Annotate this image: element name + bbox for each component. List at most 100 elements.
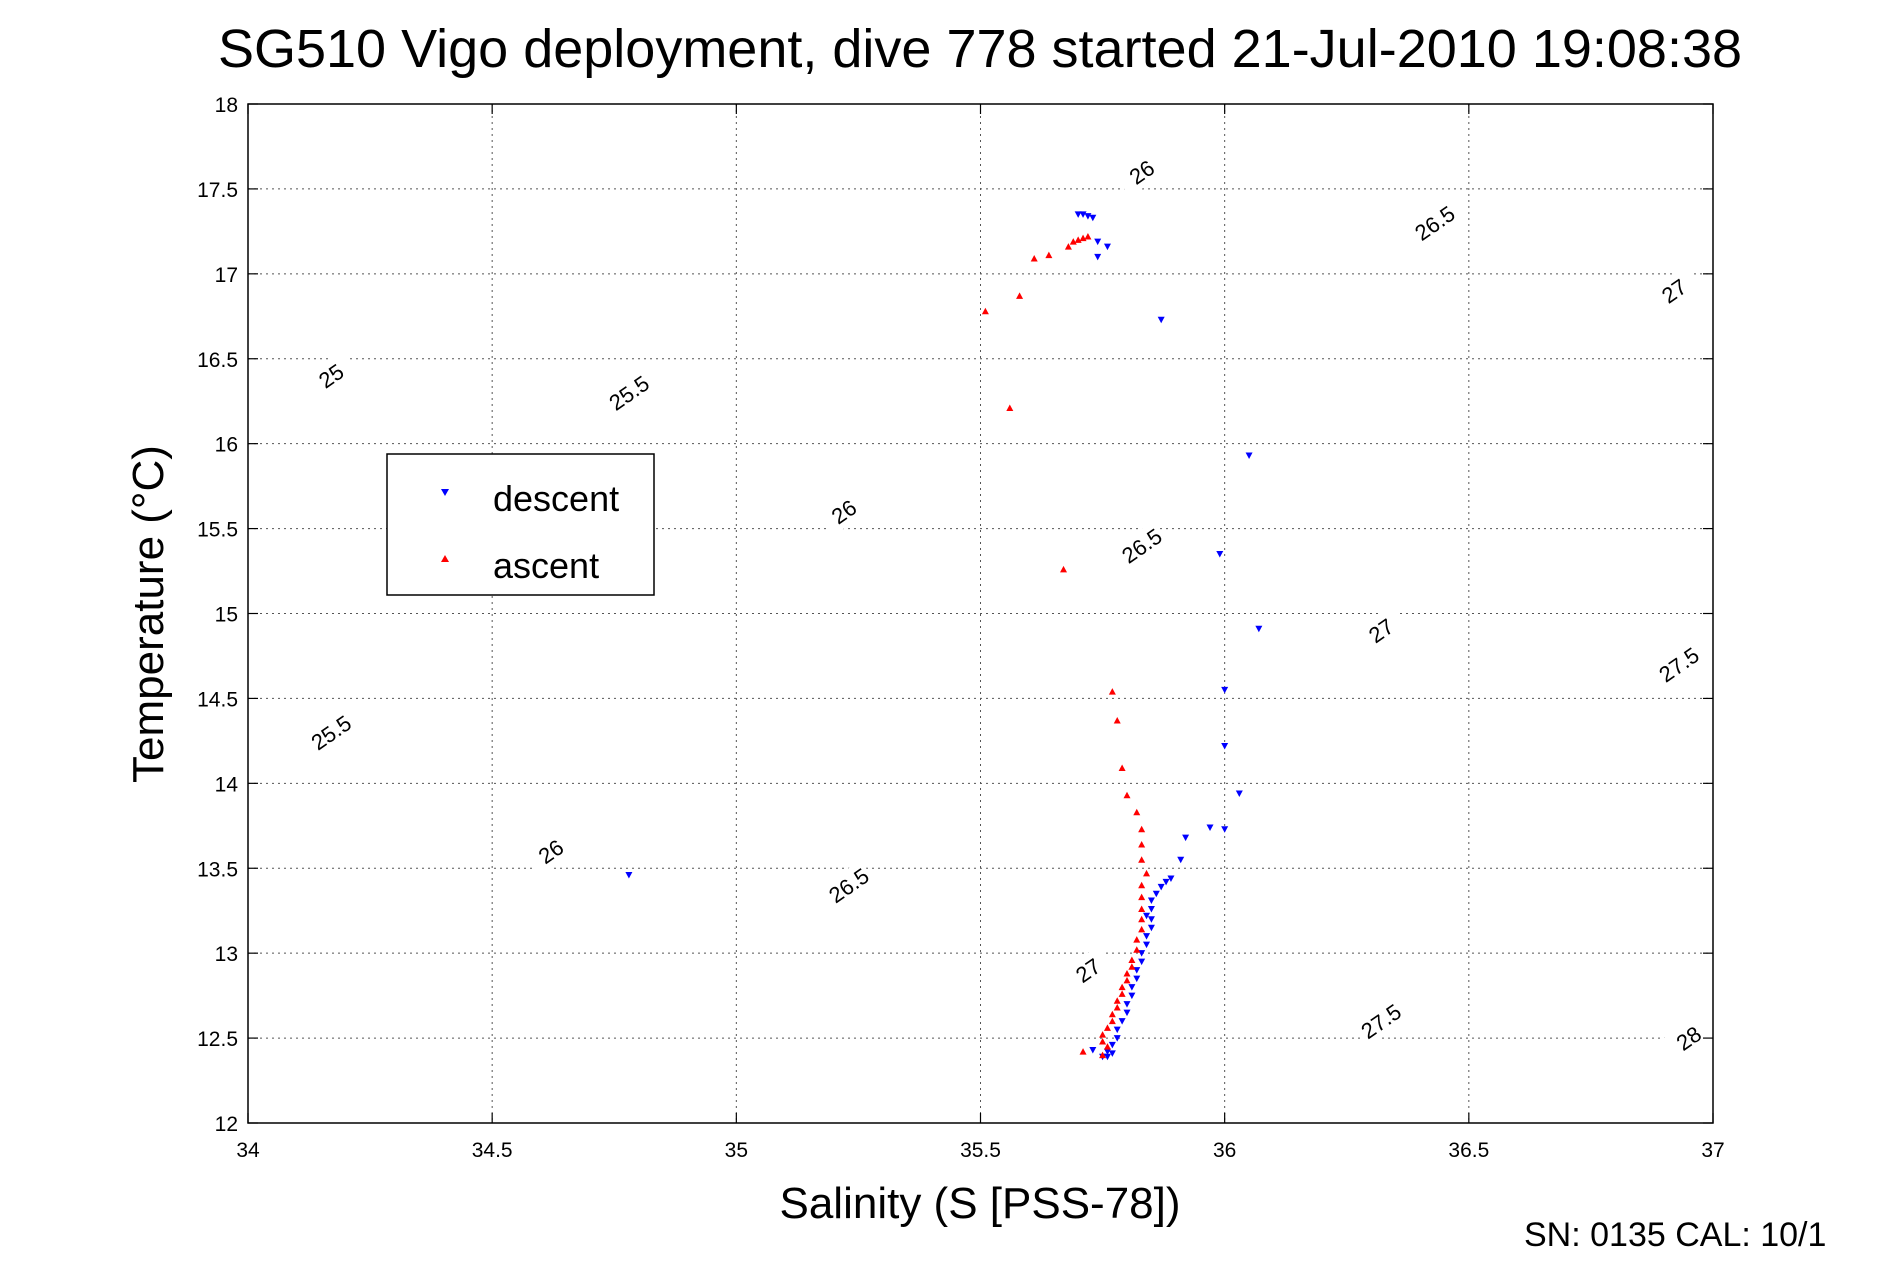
ascent-point [1060, 565, 1068, 573]
ascent-point [1138, 840, 1146, 848]
ascent-point [1138, 905, 1146, 913]
descent-point [1147, 916, 1155, 923]
ascent-point [1045, 251, 1053, 259]
y-tick-label: 13 [215, 943, 238, 966]
descent-point [1103, 1053, 1111, 1061]
data-points [625, 211, 1263, 1061]
x-tick-label: 35 [725, 1139, 748, 1162]
descent-point [1138, 958, 1146, 966]
ascent-point [1118, 990, 1126, 997]
descent-point [1138, 950, 1146, 957]
descent-point [1108, 1050, 1116, 1057]
x-tick-label: 36.5 [1448, 1139, 1489, 1162]
contour-label-26.5: 26.5 [820, 860, 877, 911]
grid-lines [248, 104, 1713, 1123]
ascent-point [1118, 764, 1126, 772]
legend-ascent-marker [441, 555, 449, 562]
legend-box [386, 453, 655, 596]
descent-point [1108, 1041, 1116, 1049]
descent-point [1221, 826, 1229, 833]
ascent-point [1138, 893, 1146, 901]
ascent-point [1074, 236, 1082, 243]
x-axis-label: Salinity (S [PSS-78]) [779, 1179, 1180, 1228]
descent-point [1245, 452, 1253, 460]
contour-label-bg [1113, 146, 1170, 198]
descent-point [1089, 1046, 1097, 1054]
descent-point [1074, 211, 1082, 218]
descent-point [1084, 213, 1092, 220]
descent-point [1103, 243, 1111, 251]
ascent-point [1113, 997, 1121, 1004]
descent-point [1221, 686, 1229, 694]
descent-point [1255, 625, 1263, 633]
x-axis: 34 34.5 35 35.5 36 36.5 37 [236, 104, 1725, 1162]
y-axis: 12 12.5 13 13.5 14 14.5 15 15.5 16 16.5 17 17.5 18 [197, 94, 1713, 1136]
descent-point [1147, 897, 1155, 905]
contour-label-bg [1353, 995, 1409, 1047]
descent-point [1118, 1018, 1126, 1025]
contour-label-bg [1646, 265, 1702, 317]
ascent-point [1113, 1004, 1121, 1011]
x-tick-label: 34.5 [472, 1139, 513, 1162]
descent-point [1162, 878, 1170, 886]
contour-label-bg [303, 350, 359, 401]
descent-point [1113, 1035, 1121, 1042]
ascent-point [1079, 234, 1087, 242]
y-tick-label: 12 [215, 1113, 238, 1136]
ascent-point [1138, 825, 1146, 833]
ascent-point [1123, 791, 1131, 799]
y-tick-label: 14 [215, 773, 239, 796]
ascent-point [1099, 1031, 1107, 1038]
y-tick-label: 12.5 [197, 1028, 238, 1051]
y-axis-label: Temperature (°C) [124, 445, 173, 783]
y-tick-label: 17.5 [197, 179, 238, 202]
descent-point [1177, 856, 1185, 864]
contour-label-bg [1353, 605, 1409, 656]
x-tick-label: 37 [1701, 1139, 1724, 1162]
descent-point [1113, 1026, 1121, 1034]
y-tick-label: 17 [215, 264, 238, 287]
ascent-point [1108, 1017, 1116, 1025]
descent-point [1157, 883, 1165, 891]
contour-label-bg [1660, 1012, 1717, 1064]
ascent-point [1113, 716, 1121, 724]
ascent-point [1069, 238, 1077, 245]
ascent-point [1128, 956, 1136, 963]
ascent-point [1128, 963, 1136, 970]
ascent-point [1064, 243, 1072, 250]
contour-label-bg [303, 707, 359, 758]
x-tick-label: 36 [1213, 1139, 1236, 1162]
descent-point [1128, 984, 1136, 991]
descent-point [1235, 790, 1243, 798]
ascent-point [1133, 946, 1141, 953]
descent-point [1079, 211, 1087, 218]
ascent-point [1084, 232, 1092, 240]
ascent-point [1108, 1010, 1116, 1018]
descent-point [1152, 890, 1160, 898]
ascent-point [1079, 1048, 1087, 1055]
ascent-point [1133, 936, 1141, 943]
y-tick-label: 15.5 [197, 519, 238, 542]
descent-point [1221, 742, 1229, 750]
x-tick-label: 35.5 [960, 1139, 1001, 1162]
y-tick-label: 16.5 [197, 349, 238, 372]
descent-point [1157, 316, 1165, 324]
ascent-point [1099, 1037, 1107, 1045]
legend-descent-label: descent [493, 478, 619, 519]
contour-label-bg [816, 486, 872, 537]
ascent-point [1099, 1051, 1107, 1059]
y-tick-label: 15 [215, 604, 238, 627]
descent-point [1128, 992, 1136, 1000]
descent-point [1089, 214, 1097, 222]
ascent-point [1143, 869, 1151, 877]
y-tick-label: 18 [215, 94, 238, 117]
x-tick-label: 34 [236, 1139, 260, 1162]
ascent-point [1123, 970, 1131, 977]
y-tick-label: 16 [215, 434, 238, 457]
ascent-point [1103, 1024, 1111, 1031]
ascent-point [1138, 856, 1146, 863]
descent-point [1103, 1048, 1111, 1056]
ascent-point [1138, 881, 1146, 889]
